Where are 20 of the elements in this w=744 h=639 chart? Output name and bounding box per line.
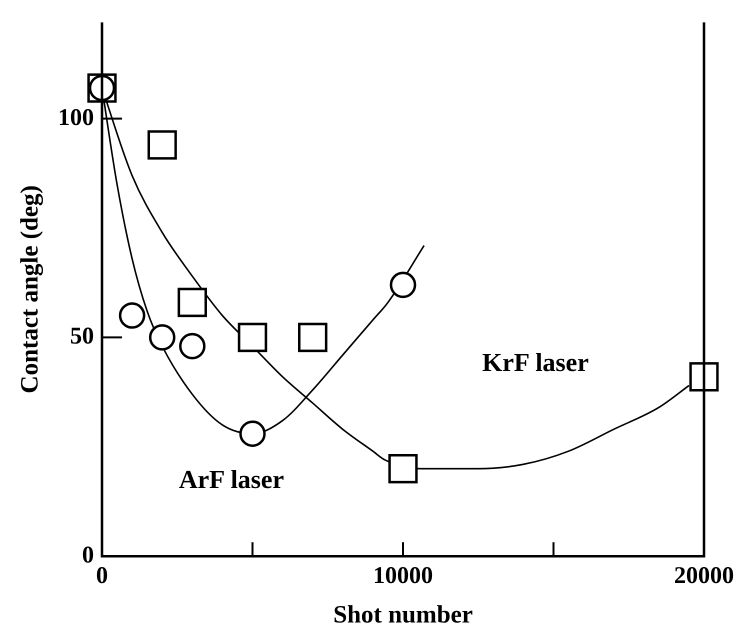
x-axis-title: Shot number [333,601,473,628]
point [298,322,328,352]
annotation: ArF laser [178,465,284,494]
y-tick-label: 0 [82,542,94,568]
x-tick-label: 20000 [674,562,734,589]
point [689,362,719,392]
point [178,288,207,318]
point [148,130,177,160]
annotation: KrF laser [482,348,589,377]
point [179,332,206,360]
y-tick-label: 50 [70,324,94,350]
y-tick-label: 100 [58,104,94,131]
point [118,302,146,329]
point [148,324,176,351]
x-tick-label: 10000 [373,562,433,589]
y-axis-title: Contact angle (deg) [16,185,44,394]
point [238,322,268,352]
point [390,272,416,298]
point [239,420,266,447]
point [388,454,418,484]
